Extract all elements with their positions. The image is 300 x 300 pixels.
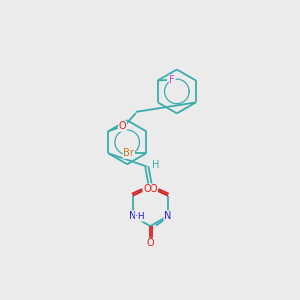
- Text: O: O: [143, 184, 151, 194]
- Text: O: O: [150, 184, 158, 194]
- Text: N: N: [164, 211, 172, 221]
- Text: O: O: [119, 121, 126, 131]
- Text: O: O: [146, 238, 154, 248]
- Text: F: F: [169, 75, 175, 85]
- Text: Br: Br: [123, 148, 134, 158]
- Text: H: H: [152, 160, 159, 170]
- Text: N: N: [129, 211, 136, 221]
- Text: ·H: ·H: [136, 212, 145, 221]
